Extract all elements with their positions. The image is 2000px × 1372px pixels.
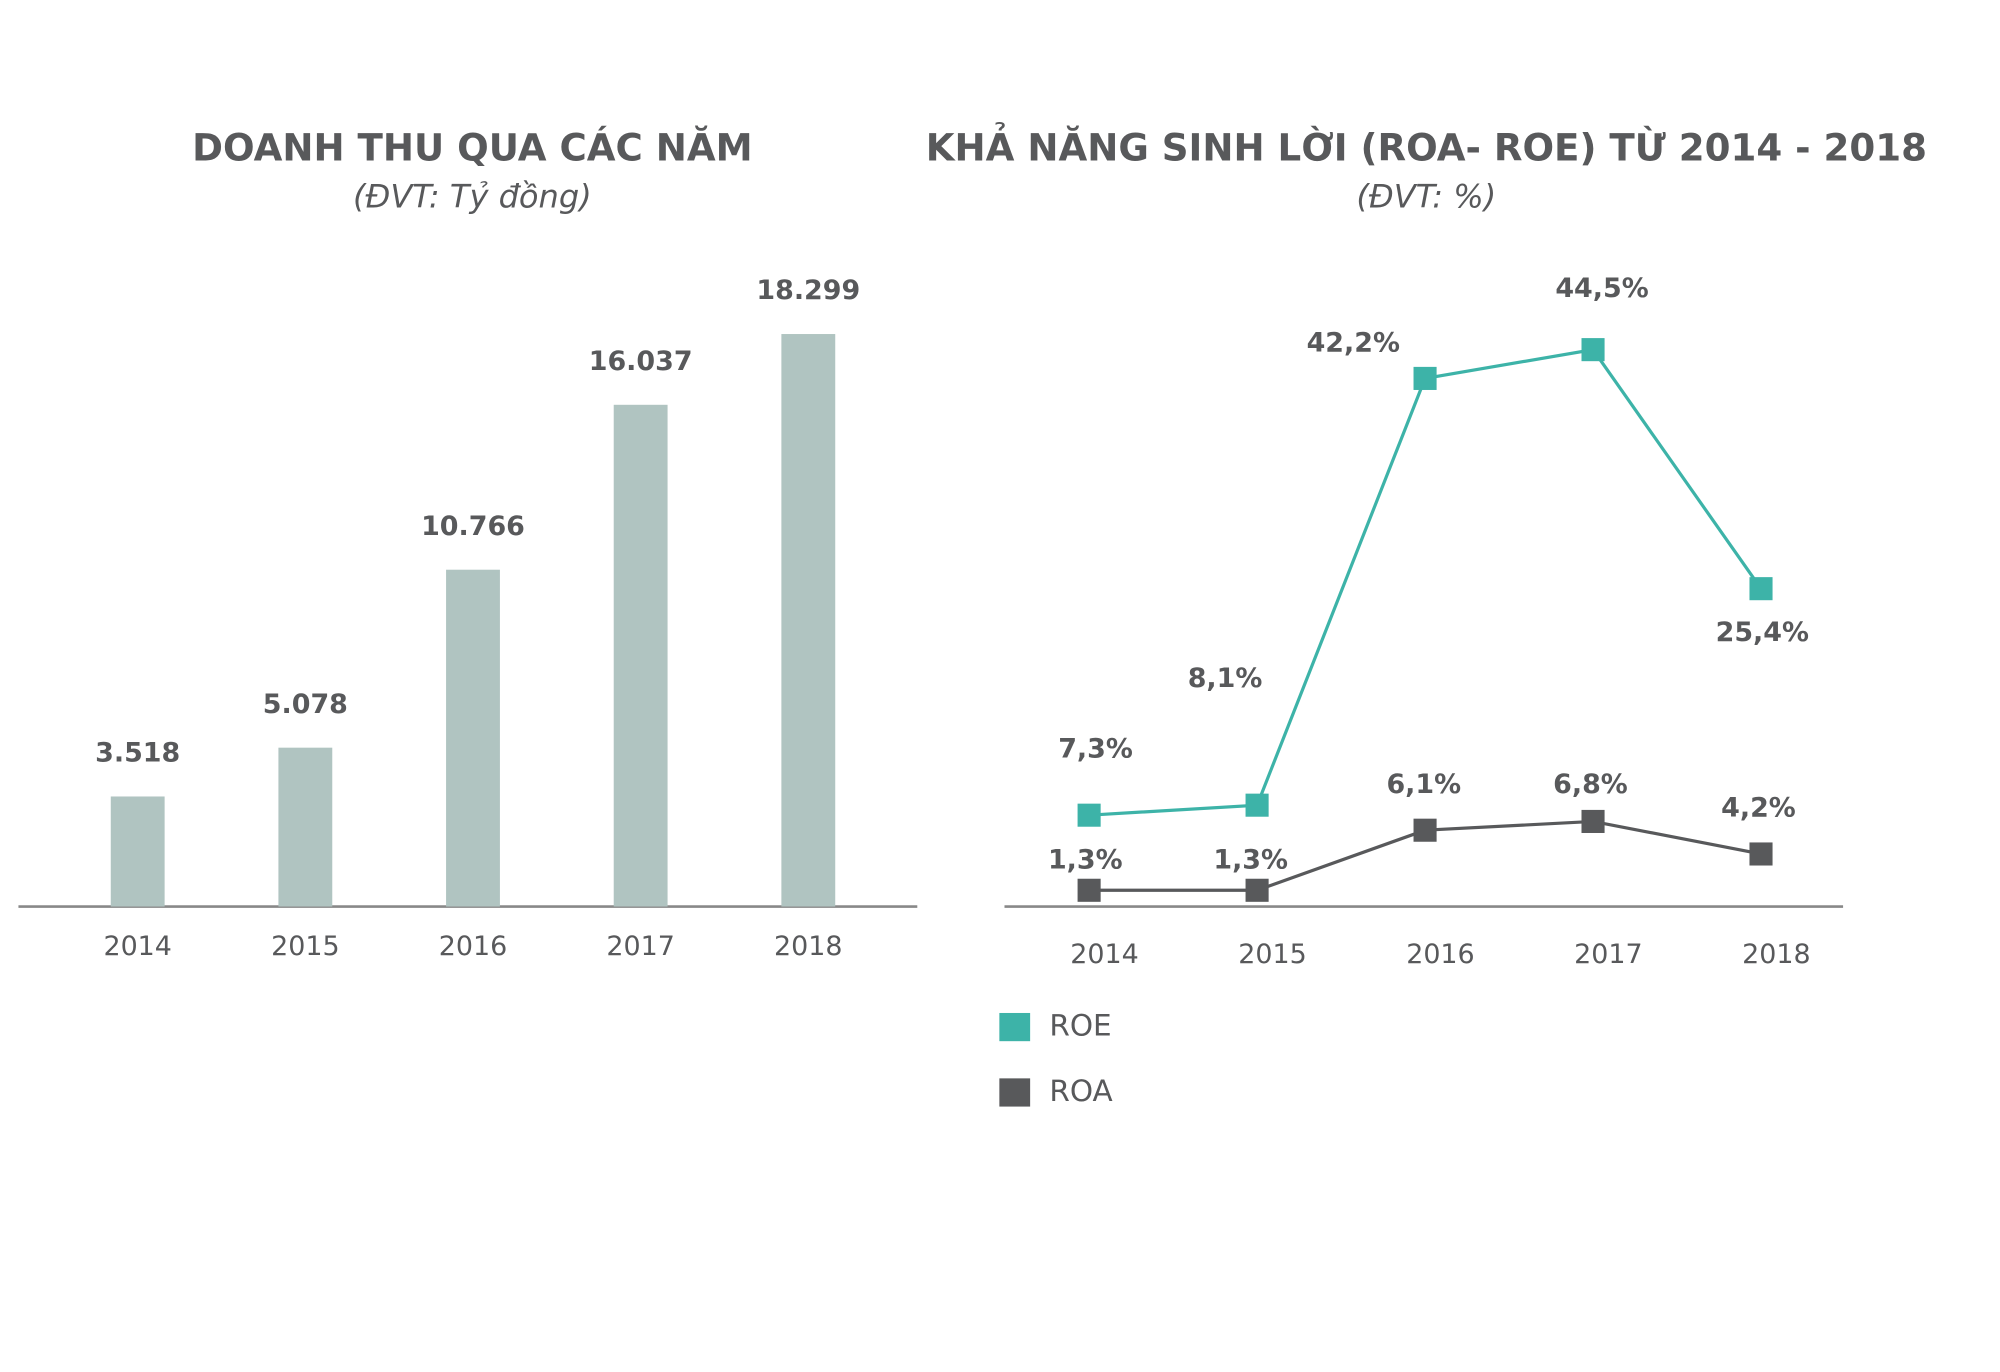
x-tick-label: 2014 [103, 931, 171, 962]
chart-subtitle: (ĐVT: Tỷ đồng) [353, 178, 592, 216]
chart-subtitle: (ĐVT: %) [1356, 178, 1496, 216]
chart-title: KHẢ NĂNG SINH LỜI (ROA- ROE) TỪ 2014 - 2… [926, 122, 1927, 170]
marker [1413, 366, 1437, 390]
data-label: 18.299 [756, 275, 860, 306]
data-label: 6,8% [1553, 769, 1628, 800]
data-label: 42,2% [1307, 327, 1400, 358]
data-label: 16.037 [589, 346, 693, 377]
data-label: 10.766 [421, 511, 525, 542]
marker [1581, 809, 1605, 833]
marker [1413, 818, 1437, 842]
marker [1749, 842, 1773, 866]
data-label: 1,3% [1213, 844, 1288, 875]
data-label: 4,2% [1721, 793, 1796, 824]
bar [446, 569, 500, 907]
marker [1077, 878, 1101, 902]
series-line [1089, 347, 1763, 817]
chart-title: DOANH THU QUA CÁC NĂM [192, 126, 752, 170]
legend-label: ROE [1049, 1009, 1111, 1043]
bar [110, 796, 165, 907]
x-tick-label: 2018 [1742, 939, 1810, 970]
data-label: 8,1% [1188, 663, 1263, 694]
data-label: 7,3% [1058, 733, 1133, 764]
legend-label: ROA [1049, 1074, 1112, 1108]
data-label: 6,1% [1386, 769, 1461, 800]
x-tick-label: 2015 [271, 931, 339, 962]
x-tick-label: 2017 [1574, 939, 1642, 970]
legend-swatch [999, 1012, 1031, 1042]
x-tick-label: 2016 [1406, 939, 1474, 970]
legend-swatch [999, 1078, 1031, 1107]
x-tick-label: 2018 [774, 931, 842, 962]
bar [278, 747, 333, 907]
data-label: 5.078 [263, 689, 348, 720]
marker [1581, 338, 1605, 362]
bar [781, 334, 836, 907]
data-label: 25,4% [1716, 617, 1809, 648]
x-tick-label: 2014 [1070, 939, 1138, 970]
marker [1077, 803, 1101, 827]
marker [1245, 793, 1269, 817]
marker [1749, 577, 1773, 601]
x-tick-label: 2016 [439, 931, 507, 962]
marker [1245, 878, 1269, 902]
x-tick-label: 2015 [1238, 939, 1306, 970]
data-label: 1,3% [1048, 844, 1123, 875]
x-tick-label: 2017 [606, 931, 674, 962]
bar [613, 404, 668, 907]
data-label: 3.518 [95, 738, 180, 769]
data-label: 44,5% [1555, 273, 1648, 304]
